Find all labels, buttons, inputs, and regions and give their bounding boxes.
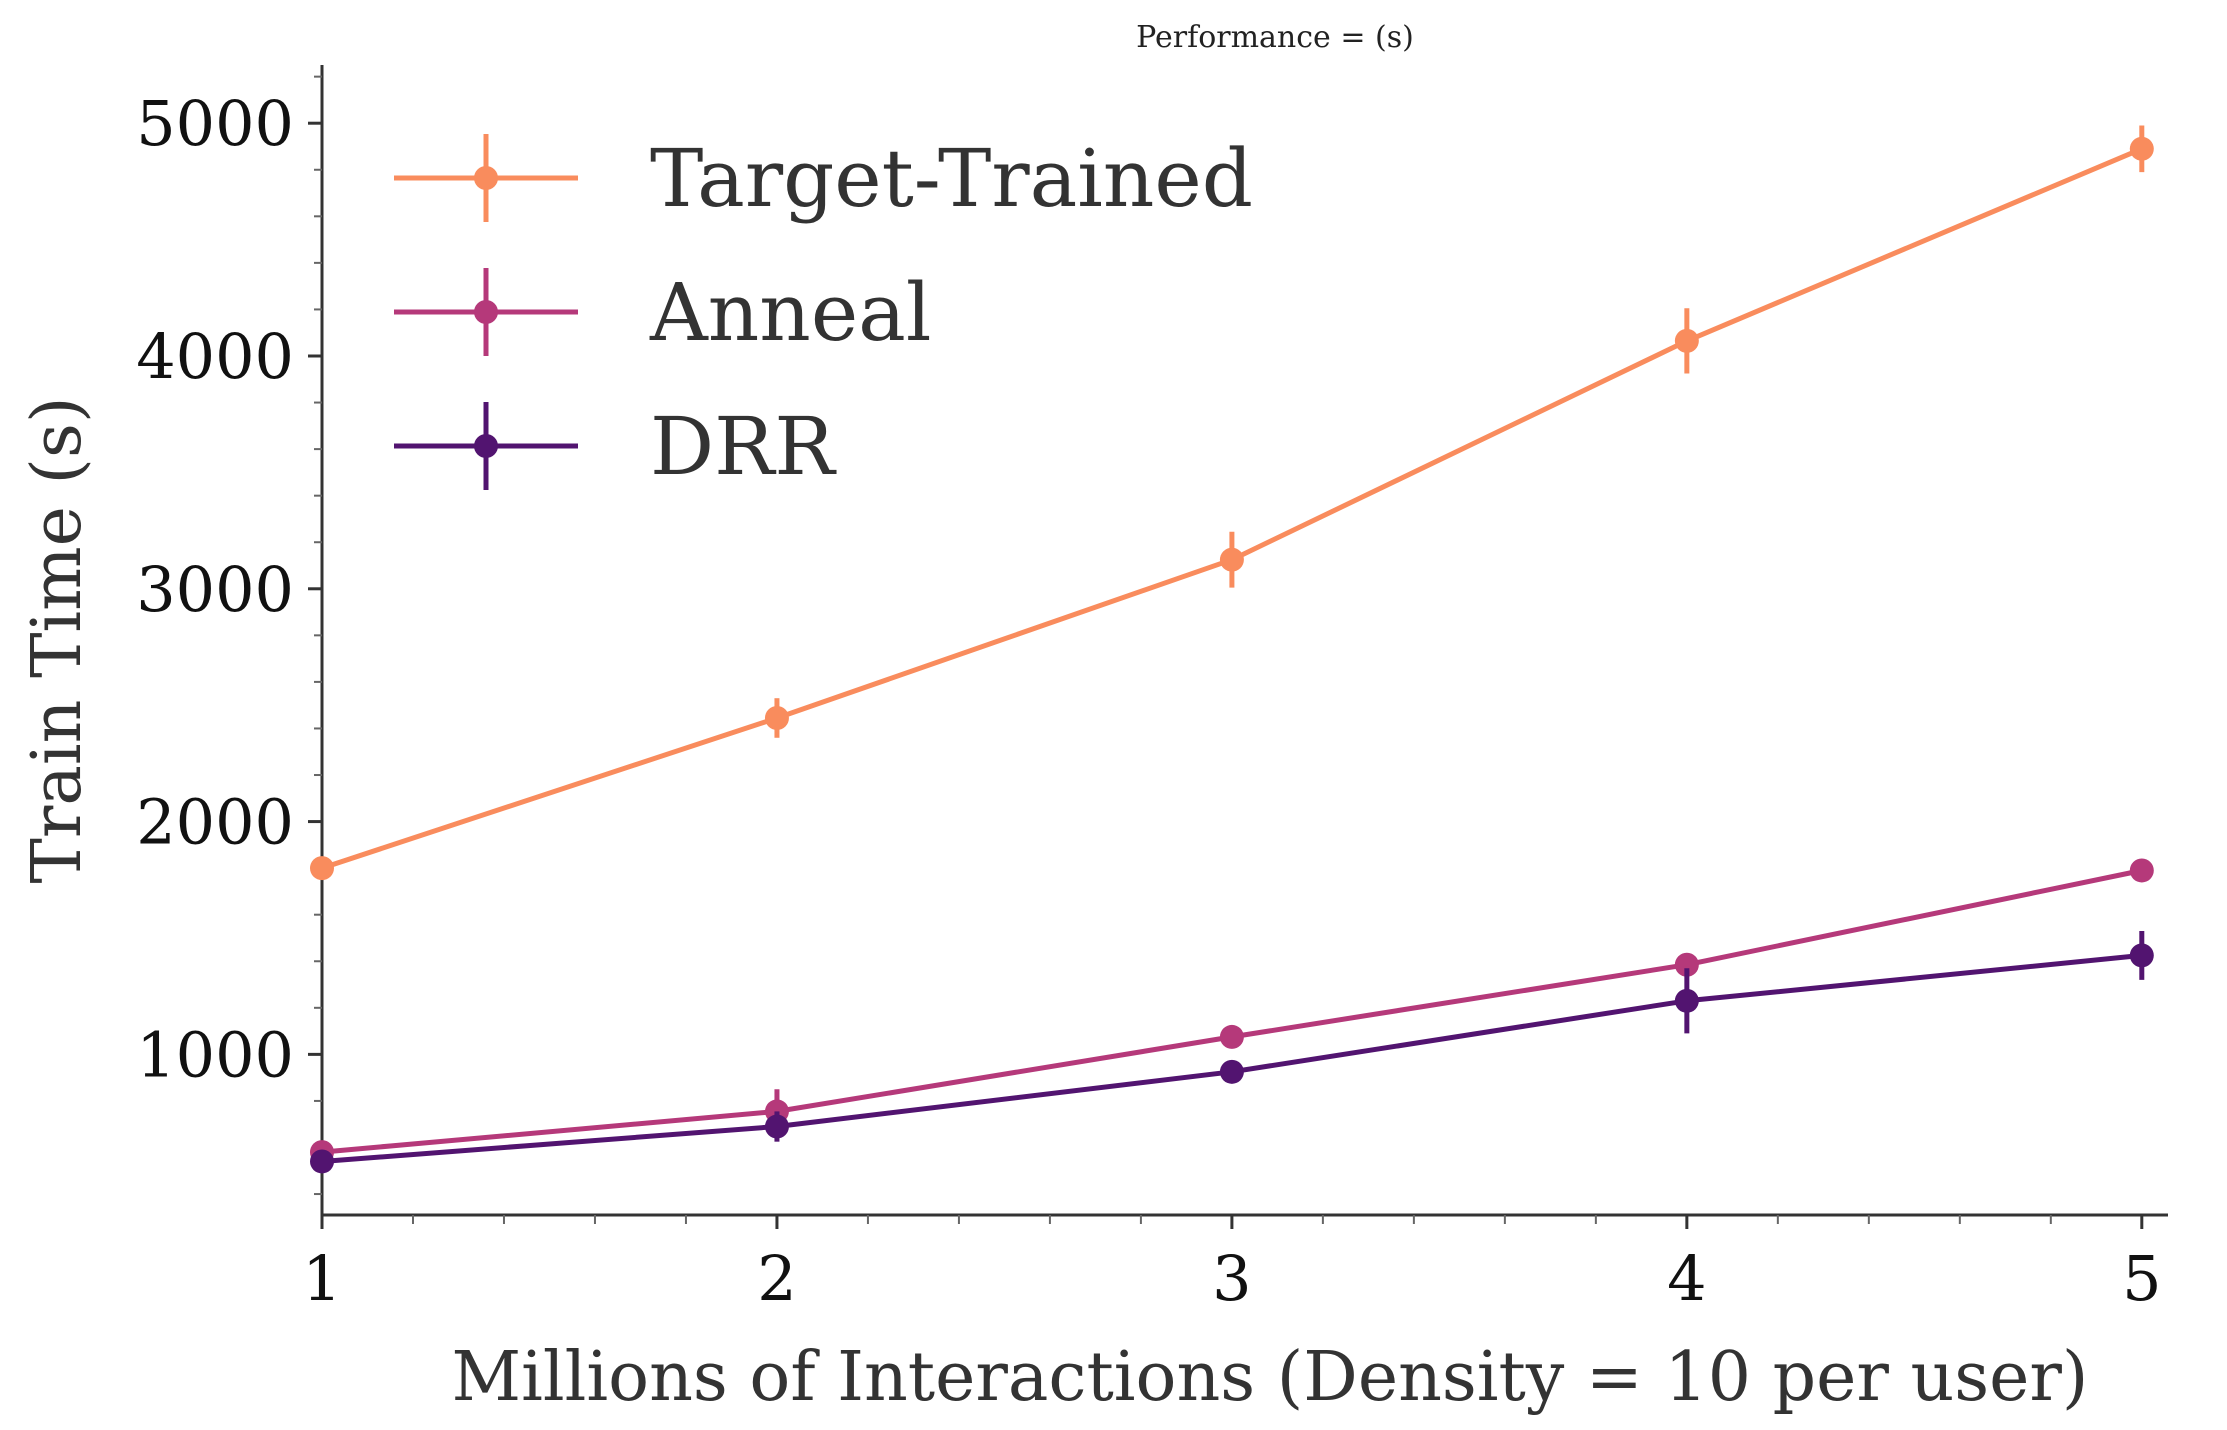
- data-point: [1219, 1024, 1244, 1049]
- legend-item: DRR: [394, 400, 837, 493]
- series-line: [321, 952, 2143, 1164]
- legend-label: Target-Trained: [650, 132, 1253, 225]
- data-point: [310, 1149, 334, 1174]
- y-axis-title: Train Time (s): [18, 397, 97, 884]
- x-tick-label: 2: [757, 1242, 796, 1315]
- data-point: [1219, 547, 1244, 572]
- y-tick-label: 1000: [136, 1018, 294, 1091]
- axes: 1000 2000 3000 4000 5000 1 2 3 4 5: [136, 65, 2168, 1315]
- y-tick-label: 4000: [136, 320, 294, 393]
- x-axis-title: Millions of Interactions (Density = 10 p…: [452, 1338, 2089, 1417]
- chart-title: Performance = (s): [1136, 20, 1414, 55]
- series-anneal: [310, 858, 2154, 1165]
- data-point: [764, 705, 789, 730]
- x-tick-label: 5: [2122, 1242, 2161, 1315]
- series-layer: [310, 125, 2154, 1174]
- data-point: [1674, 988, 1699, 1013]
- y-tick-label: 2000: [136, 786, 294, 859]
- x-tick-label: 1: [302, 1242, 341, 1315]
- data-point: [310, 856, 334, 881]
- legend-item: Target-Trained: [394, 132, 1253, 225]
- data-point: [764, 1114, 789, 1139]
- data-point: [1219, 1059, 1244, 1084]
- series-line: [321, 868, 2143, 1155]
- data-point: [2129, 943, 2154, 968]
- data-point: [1674, 328, 1699, 353]
- legend-marker-swatch: [474, 434, 498, 458]
- legend-item: Anneal: [394, 266, 931, 359]
- x-tick-label: 3: [1212, 1242, 1251, 1315]
- y-tick-label: 3000: [136, 553, 294, 626]
- legend: Target-Trained Anneal DRR: [394, 132, 1253, 493]
- series-drr: [310, 930, 2154, 1174]
- legend-label: DRR: [650, 400, 837, 493]
- legend-label: Anneal: [649, 266, 931, 359]
- x-tick-label: 4: [1667, 1242, 1706, 1315]
- data-point: [2129, 136, 2154, 161]
- y-tick-label: 5000: [136, 87, 294, 160]
- series-target-trained: [310, 125, 2154, 881]
- legend-marker-swatch: [474, 166, 498, 190]
- data-point: [1674, 952, 1699, 977]
- legend-marker-swatch: [474, 300, 498, 324]
- series-line: [321, 146, 2143, 871]
- data-point: [2129, 858, 2154, 883]
